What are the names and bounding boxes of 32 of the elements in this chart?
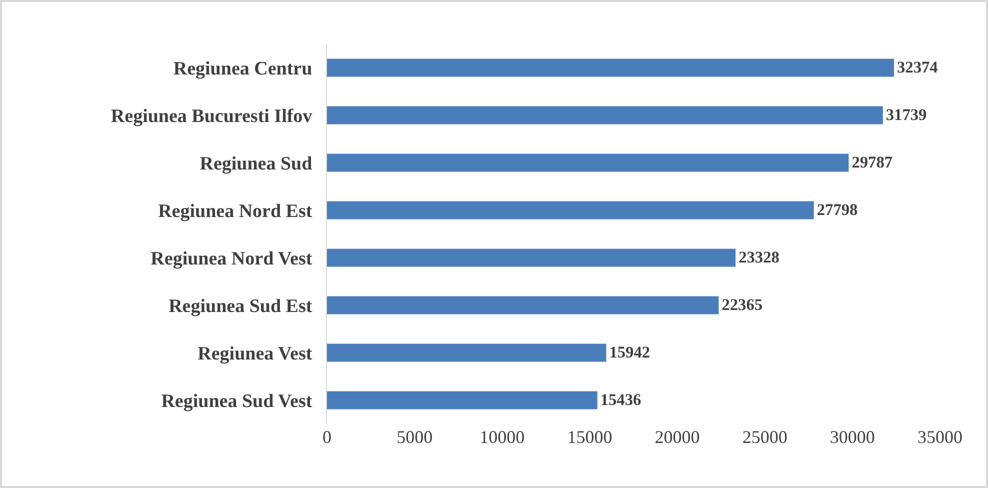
- y-tick-label: Regiunea Sud Vest: [161, 390, 313, 412]
- x-tick-label: 30000: [830, 427, 875, 447]
- bar: [327, 154, 849, 172]
- x-tick-label: 15000: [567, 427, 612, 447]
- data-label: 23328: [738, 247, 780, 266]
- y-tick-label: Regiunea Nord Vest: [150, 248, 313, 270]
- y-tick-label: Regiunea Vest: [198, 343, 313, 364]
- data-label: 32374: [897, 57, 938, 76]
- y-tick-label: Regiunea Nord Est: [158, 200, 313, 222]
- bar: [327, 106, 883, 124]
- x-tick-label: 0: [322, 427, 332, 447]
- x-tick-label: 5000: [396, 427, 433, 447]
- bar: [327, 391, 598, 410]
- y-tick-label: Regiunea Sud: [200, 153, 313, 174]
- x-tick-label: 10000: [480, 427, 525, 447]
- y-tick-label: Regiunea Centru: [173, 58, 313, 80]
- bar: [327, 201, 814, 220]
- bar: [327, 344, 606, 362]
- x-tick-label: 20000: [654, 427, 700, 447]
- bar: [327, 296, 719, 314]
- data-label: 31739: [886, 104, 927, 124]
- data-label: 22365: [722, 294, 763, 314]
- x-tick-label: 25000: [742, 427, 788, 447]
- data-label: 15942: [609, 342, 650, 362]
- data-label: 15436: [600, 390, 642, 409]
- y-tick-label: Regiunea Bucuresti Ilfov: [110, 106, 313, 127]
- bar: [327, 248, 736, 267]
- bar: [327, 58, 894, 77]
- data-label: 27798: [816, 200, 858, 219]
- data-label: 29787: [852, 152, 893, 172]
- y-tick-label: Regiunea Sud Est: [168, 296, 313, 317]
- x-tick-label: 35000: [918, 427, 962, 447]
